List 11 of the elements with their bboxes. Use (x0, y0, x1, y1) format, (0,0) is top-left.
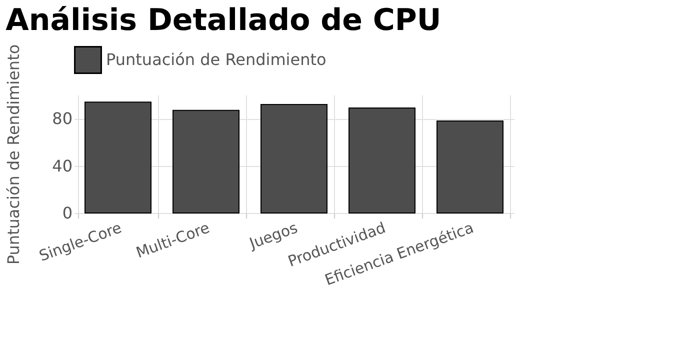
y-tick-label: 0 (62, 204, 72, 222)
y-tick-label: 40 (52, 156, 72, 176)
bar (260, 104, 328, 214)
y-axis-title: Puntuación de Rendimiento (4, 44, 24, 265)
bar (172, 110, 240, 214)
bar (84, 102, 152, 214)
y-tick-label: 80 (52, 109, 72, 128)
bar (348, 107, 416, 214)
chart-title: Análisis Detallado de CPU (6, 2, 442, 38)
legend-label: Puntuación de Rendimiento (106, 50, 326, 69)
bar (436, 120, 504, 214)
